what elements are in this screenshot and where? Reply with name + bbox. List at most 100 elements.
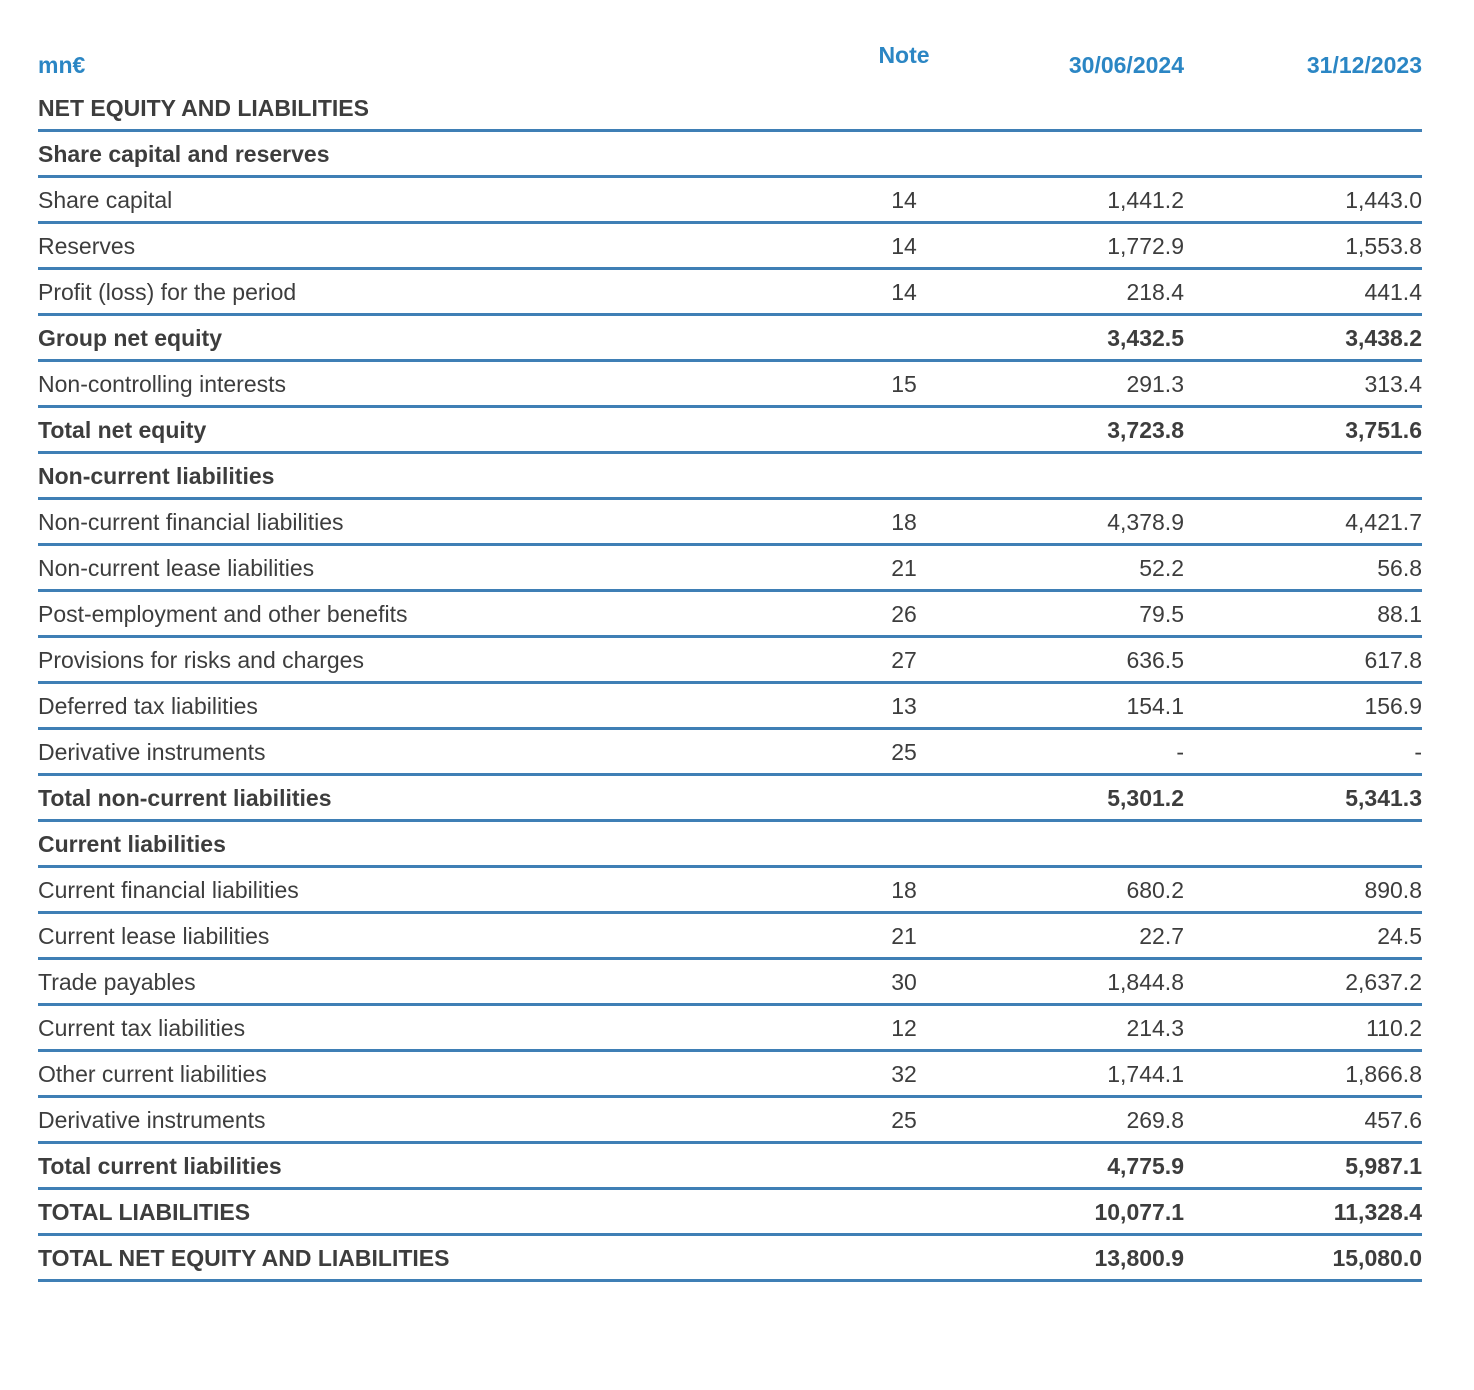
row-label: Non-controlling interests — [38, 371, 287, 397]
row-value-period-1: 22.7 — [1139, 923, 1184, 949]
row-note-number: 27 — [891, 647, 917, 673]
row-value-period-2 — [1184, 107, 1422, 109]
row-note-number: 21 — [891, 555, 917, 581]
row-value-period-2: 890.8 — [1364, 877, 1422, 903]
row-label: Current lease liabilities — [38, 923, 270, 949]
row-note-number — [834, 1165, 974, 1167]
row-label: Other current liabilities — [38, 1061, 267, 1087]
row-note-number — [834, 337, 974, 339]
table-row: Non-current lease liabilities 21 52.2 56… — [38, 546, 1422, 592]
row-value-period-2 — [1184, 475, 1422, 477]
row-note-number: 25 — [891, 1107, 917, 1133]
row-value-period-1: 1,744.1 — [1107, 1061, 1184, 1087]
row-value-period-2: 56.8 — [1377, 555, 1422, 581]
row-label: NET EQUITY AND LIABILITIES — [38, 95, 369, 121]
row-value-period-1: 4,378.9 — [1107, 509, 1184, 535]
row-note-number: 12 — [891, 1015, 917, 1041]
row-label: Current financial liabilities — [38, 877, 299, 903]
table-row: Derivative instruments 25 269.8 457.6 — [38, 1098, 1422, 1144]
row-value-period-2: 24.5 — [1377, 923, 1422, 949]
row-value-period-2: 3,751.6 — [1345, 417, 1422, 443]
row-note-number — [834, 1257, 974, 1259]
row-label: Total net equity — [38, 417, 207, 443]
row-note-number: 14 — [891, 233, 917, 259]
row-value-period-2: 3,438.2 — [1345, 325, 1422, 351]
row-label: Trade payables — [38, 969, 196, 995]
row-value-period-1: 4,775.9 — [1107, 1153, 1184, 1179]
row-label: Provisions for risks and charges — [38, 647, 364, 673]
row-value-period-1 — [974, 475, 1184, 477]
row-note-number — [834, 429, 974, 431]
row-label: Derivative instruments — [38, 1107, 266, 1133]
row-note-number: 21 — [891, 923, 917, 949]
row-note-number: 30 — [891, 969, 917, 995]
row-label: TOTAL LIABILITIES — [38, 1199, 251, 1225]
row-label: Deferred tax liabilities — [38, 693, 258, 719]
row-label: Current tax liabilities — [38, 1015, 246, 1041]
row-note-number — [834, 1211, 974, 1213]
row-value-period-2: - — [1414, 739, 1422, 765]
table-row: Non-current liabilities — [38, 454, 1422, 500]
row-note-number: 15 — [891, 371, 917, 397]
row-value-period-1: 636.5 — [1126, 647, 1184, 673]
row-label: Non-current financial liabilities — [38, 509, 344, 535]
table-row: Other current liabilities 32 1,744.1 1,8… — [38, 1052, 1422, 1098]
row-value-period-1: 1,772.9 — [1107, 233, 1184, 259]
row-value-period-2: 313.4 — [1364, 371, 1422, 397]
table-row: NET EQUITY AND LIABILITIES — [38, 86, 1422, 132]
row-value-period-1 — [974, 843, 1184, 845]
table-row: TOTAL LIABILITIES 10,077.1 11,328.4 — [38, 1190, 1422, 1236]
row-note-number: 18 — [891, 509, 917, 535]
row-label: Profit (loss) for the period — [38, 279, 297, 305]
row-note-number: 26 — [891, 601, 917, 627]
row-value-period-1: 269.8 — [1126, 1107, 1184, 1133]
row-note-number — [834, 153, 974, 155]
table-row: Non-controlling interests 15 291.3 313.4 — [38, 362, 1422, 408]
table-row: Share capital and reserves — [38, 132, 1422, 178]
table-row: Post-employment and other benefits 26 79… — [38, 592, 1422, 638]
table-row: Profit (loss) for the period 14 218.4 44… — [38, 270, 1422, 316]
table-header-row: mn€ Note 30/06/2024 31/12/2023 — [38, 42, 1422, 86]
row-value-period-2: 15,080.0 — [1332, 1245, 1422, 1271]
row-value-period-1: 214.3 — [1126, 1015, 1184, 1041]
row-value-period-1: 218.4 — [1126, 279, 1184, 305]
table-row: Deferred tax liabilities 13 154.1 156.9 — [38, 684, 1422, 730]
row-value-period-1: - — [1176, 739, 1184, 765]
row-label: Reserves — [38, 233, 136, 259]
row-value-period-2: 4,421.7 — [1345, 509, 1422, 535]
row-value-period-2 — [1184, 843, 1422, 845]
row-note-number — [834, 475, 974, 477]
table-row: Derivative instruments 25 - - — [38, 730, 1422, 776]
row-value-period-1: 3,432.5 — [1107, 325, 1184, 351]
row-note-number — [834, 843, 974, 845]
row-value-period-1: 52.2 — [1139, 555, 1184, 581]
row-value-period-2: 5,341.3 — [1345, 785, 1422, 811]
table-row: Total current liabilities 4,775.9 5,987.… — [38, 1144, 1422, 1190]
row-label: Non-current lease liabilities — [38, 555, 315, 581]
net-equity-liabilities-table: mn€ Note 30/06/2024 31/12/2023 NET EQUIT… — [38, 42, 1422, 1282]
table-row: Group net equity 3,432.5 3,438.2 — [38, 316, 1422, 362]
row-value-period-1 — [974, 153, 1184, 155]
table-row: Trade payables 30 1,844.8 2,637.2 — [38, 960, 1422, 1006]
currency-unit-label: mn€ — [38, 51, 86, 78]
row-label: Current liabilities — [38, 831, 226, 857]
row-label: Group net equity — [38, 325, 222, 351]
table-row: Share capital 14 1,441.2 1,443.0 — [38, 178, 1422, 224]
row-value-period-2 — [1184, 153, 1422, 155]
table-row: Current tax liabilities 12 214.3 110.2 — [38, 1006, 1422, 1052]
row-note-number: 14 — [891, 187, 917, 213]
row-label: Post-employment and other benefits — [38, 601, 408, 627]
row-value-period-1: 5,301.2 — [1107, 785, 1184, 811]
row-value-period-2: 1,866.8 — [1345, 1061, 1422, 1087]
table-row: Current liabilities — [38, 822, 1422, 868]
row-value-period-1: 79.5 — [1139, 601, 1184, 627]
table-row: Non-current financial liabilities 18 4,3… — [38, 500, 1422, 546]
table-row: Reserves 14 1,772.9 1,553.8 — [38, 224, 1422, 270]
row-value-period-1: 291.3 — [1126, 371, 1184, 397]
row-note-number: 25 — [891, 739, 917, 765]
row-label: Derivative instruments — [38, 739, 266, 765]
column-header-period-30-06-2024: 30/06/2024 — [1068, 51, 1184, 78]
row-value-period-2: 156.9 — [1364, 693, 1422, 719]
row-note-number: 13 — [891, 693, 917, 719]
